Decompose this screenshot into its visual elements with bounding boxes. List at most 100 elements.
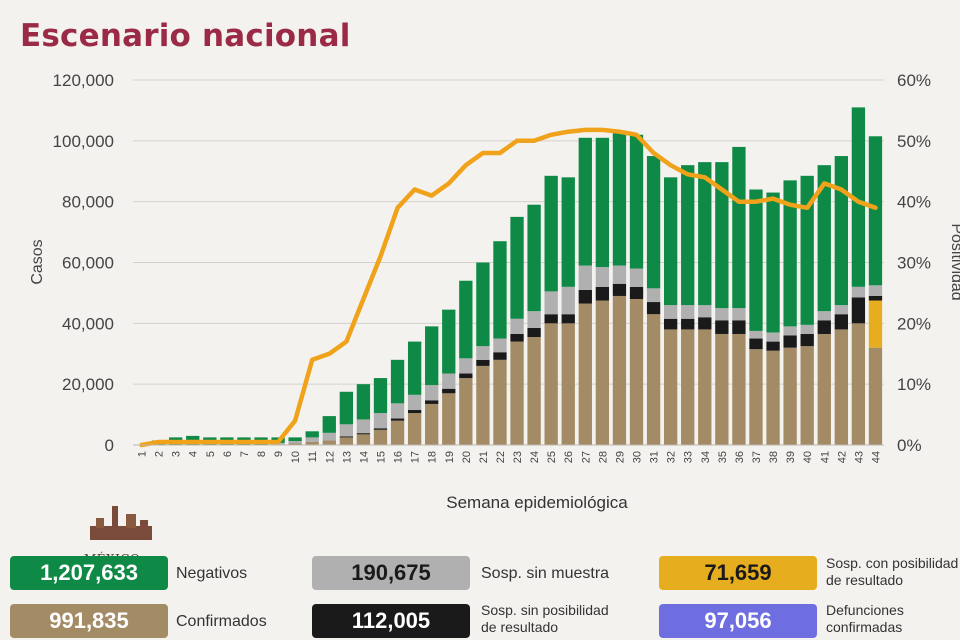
x-tick-label: 21 bbox=[478, 451, 490, 463]
bar-segment bbox=[288, 441, 302, 444]
bar-segment bbox=[783, 326, 797, 336]
y2-tick-label: 60% bbox=[897, 71, 931, 90]
bar-segment bbox=[493, 241, 507, 339]
sosp-sin-muestra-value-box: 190,675 bbox=[312, 556, 470, 590]
x-tick-label: 29 bbox=[614, 451, 626, 463]
x-tick-label: 16 bbox=[393, 451, 405, 463]
y-tick-label: 100,000 bbox=[53, 132, 114, 151]
bar-segment bbox=[459, 280, 473, 359]
bar-segment bbox=[510, 318, 524, 334]
x-tick-label: 26 bbox=[563, 451, 575, 463]
y2-axis-label: Positividad bbox=[948, 223, 960, 300]
bar-segment bbox=[339, 424, 354, 437]
bar-segment bbox=[493, 338, 507, 353]
bar-segment bbox=[612, 283, 627, 296]
x-tick-label: 24 bbox=[529, 451, 541, 463]
defunciones-label-line2: confirmadas bbox=[826, 619, 903, 635]
bar-segment bbox=[834, 305, 848, 315]
bar-segment bbox=[715, 308, 729, 321]
bar-segment bbox=[561, 177, 575, 287]
y-axis-label: Casos bbox=[29, 239, 46, 284]
bar-segment bbox=[544, 175, 558, 292]
bar-segment bbox=[578, 289, 592, 304]
confirmados-value-box: 991,835 bbox=[10, 604, 168, 638]
defunciones-value: 97,056 bbox=[704, 608, 772, 633]
bar-segment bbox=[732, 308, 746, 321]
positivity-line bbox=[139, 127, 878, 448]
bar-stacks bbox=[151, 107, 883, 445]
x-tick-label: 22 bbox=[495, 451, 507, 463]
bar-segment bbox=[578, 137, 592, 266]
y2-tick-label: 0% bbox=[897, 436, 922, 455]
sosp-sin-muestra-value: 190,675 bbox=[351, 560, 431, 585]
bar-segment bbox=[749, 349, 763, 445]
bar-segment bbox=[288, 437, 302, 442]
sosp-sin-posibilidad-value: 112,005 bbox=[351, 608, 431, 633]
x-tick-label: 33 bbox=[683, 451, 695, 463]
y-tick-label: 0 bbox=[105, 436, 114, 455]
bar-segment bbox=[425, 400, 439, 404]
bar-segment bbox=[373, 378, 388, 414]
x-tick-label: 6 bbox=[222, 451, 234, 457]
bar-segment bbox=[288, 443, 302, 445]
x-tick-label: 4 bbox=[188, 451, 200, 457]
bar-segment bbox=[561, 323, 575, 445]
sosp-sin-posibilidad-label-line1: Sosp. sin posibilidad bbox=[481, 602, 609, 618]
x-tick-label: 23 bbox=[512, 451, 524, 463]
bar-segment bbox=[373, 413, 388, 429]
x-tick-label: 14 bbox=[358, 451, 370, 463]
bar-segment bbox=[681, 305, 695, 319]
y-tick-label: 80,000 bbox=[62, 193, 114, 212]
bar-segment bbox=[646, 314, 661, 445]
bar-segment bbox=[356, 433, 371, 435]
y-tick-label: 60,000 bbox=[62, 254, 114, 273]
bar-segment bbox=[766, 192, 780, 333]
defunciones-value-box: 97,056 bbox=[659, 604, 817, 638]
defunciones-label-line1: Defunciones bbox=[826, 602, 904, 618]
x-tick-label: 44 bbox=[870, 451, 882, 463]
positivity-line-path bbox=[139, 127, 878, 448]
y2-tick-label: 20% bbox=[897, 314, 931, 333]
x-tick-label: 36 bbox=[734, 451, 746, 463]
bar-segment bbox=[663, 177, 678, 306]
bar-segment bbox=[851, 323, 866, 445]
bar-segment bbox=[305, 441, 319, 445]
x-tick-label: 12 bbox=[324, 451, 336, 463]
bar-segment bbox=[322, 416, 336, 433]
bar-segment bbox=[390, 420, 405, 445]
bar-segment bbox=[783, 180, 797, 327]
bar-segment bbox=[442, 309, 456, 374]
bar-segment bbox=[356, 384, 371, 420]
bar-segment bbox=[749, 189, 763, 331]
logo bbox=[86, 500, 156, 548]
bar-segment bbox=[390, 403, 405, 419]
sosp-con-posibilidad-label: Sosp. con posibilidad de resultado bbox=[826, 555, 958, 589]
bar-segment bbox=[732, 146, 746, 309]
sosp-sin-posibilidad-value-box: 112,005 bbox=[312, 604, 470, 638]
bar-segment bbox=[612, 265, 627, 284]
x-tick-label: 15 bbox=[375, 451, 387, 463]
bar-segment bbox=[493, 359, 507, 445]
bar-segment bbox=[868, 295, 883, 301]
bar-segment bbox=[817, 165, 831, 312]
bar-segment bbox=[698, 317, 712, 330]
bar-segment bbox=[442, 388, 456, 394]
bar-segment bbox=[510, 333, 524, 342]
bar-segment bbox=[373, 428, 388, 430]
bar-segment bbox=[544, 323, 558, 445]
bar-segment bbox=[663, 329, 678, 445]
bar-segment bbox=[595, 267, 610, 287]
negativos-value: 1,207,633 bbox=[40, 560, 138, 585]
bar-segment bbox=[595, 300, 610, 445]
bar-segment bbox=[681, 329, 695, 445]
bar-segment bbox=[390, 359, 405, 404]
sosp-sin-posibilidad-label: Sosp. sin posibilidad de resultado bbox=[481, 602, 609, 636]
bar-segment bbox=[715, 333, 729, 445]
bar-segment bbox=[544, 314, 558, 324]
y2-tick-label: 40% bbox=[897, 193, 931, 212]
bar-segment bbox=[578, 265, 592, 290]
y2-tick-label: 30% bbox=[897, 254, 931, 273]
bar-segment bbox=[459, 373, 473, 379]
x-tick-label: 39 bbox=[785, 451, 797, 463]
bar-segment bbox=[356, 434, 371, 445]
